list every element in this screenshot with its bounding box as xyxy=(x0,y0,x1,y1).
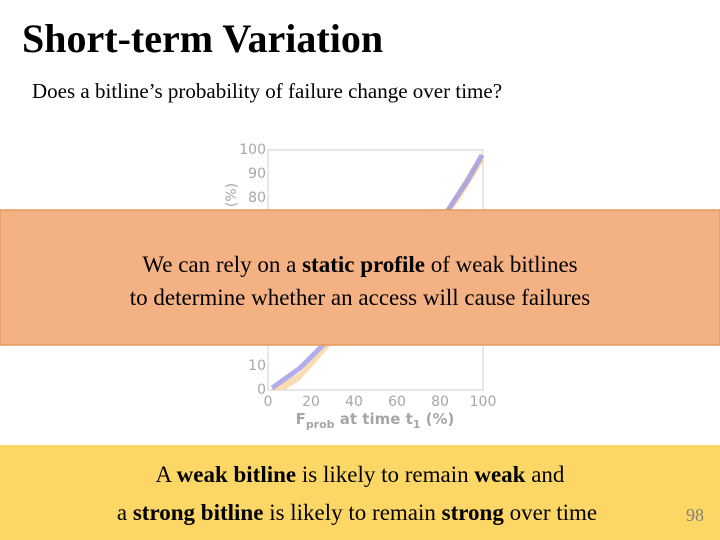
x-tick-label: 0 xyxy=(264,394,273,410)
x-axis-label: Fprob at time t1 (%) xyxy=(296,410,455,431)
text-segment: is likely to remain xyxy=(263,500,441,525)
x-label-part: F xyxy=(296,410,306,428)
x-tick-label: 20 xyxy=(302,394,320,410)
text-segment: a xyxy=(117,500,133,525)
callout-box xyxy=(0,209,720,346)
text-emphasis: weak bitline xyxy=(177,462,296,487)
slide-title: Short-term Variation xyxy=(22,16,383,61)
x-tick-label: 100 xyxy=(470,394,497,410)
x-tick-label: 60 xyxy=(388,394,406,410)
y-tick-label: 10 xyxy=(248,358,266,374)
y-tick-label: 90 xyxy=(248,166,266,182)
x-label-sub: prob xyxy=(306,418,335,431)
conclusion-line: A weak bitline is likely to remain weak … xyxy=(156,462,565,487)
conclusion-box xyxy=(0,445,720,540)
callout-line: We can rely on a static profile of weak … xyxy=(142,252,577,277)
figure: (%) Fprob at time t1 (%) 0 10 80 90 100 0 20 40… xyxy=(224,142,496,431)
text-emphasis: strong xyxy=(442,500,505,525)
x-tick-label: 40 xyxy=(345,394,363,410)
page-number: 98 xyxy=(686,505,704,525)
y-tick-label: 100 xyxy=(239,142,266,158)
conclusion-line: a strong bitline is likely to remain str… xyxy=(117,500,597,525)
callout-line: to determine whether an access will caus… xyxy=(130,285,590,310)
text-segment: We can rely on a xyxy=(142,252,302,277)
text-segment: is likely to remain xyxy=(296,462,474,487)
x-label-part: (%) xyxy=(420,410,454,428)
y-axis-label: (%) xyxy=(224,183,240,207)
text-segment: over time xyxy=(504,500,597,525)
text-emphasis: static profile xyxy=(302,252,425,277)
text-segment: A xyxy=(156,462,177,487)
text-emphasis: strong bitline xyxy=(133,500,264,525)
x-label-part: at time t xyxy=(335,410,413,428)
text-segment: of weak bitlines xyxy=(425,252,578,277)
x-label-sub: 1 xyxy=(413,418,421,431)
y-tick-label: 0 xyxy=(257,382,266,398)
y-tick-label: 80 xyxy=(248,190,266,206)
text-segment: and xyxy=(525,462,564,487)
subtitle: Does a bitline’s probability of failure … xyxy=(32,79,502,103)
text-emphasis: weak xyxy=(474,462,525,487)
x-tick-label: 80 xyxy=(431,394,449,410)
